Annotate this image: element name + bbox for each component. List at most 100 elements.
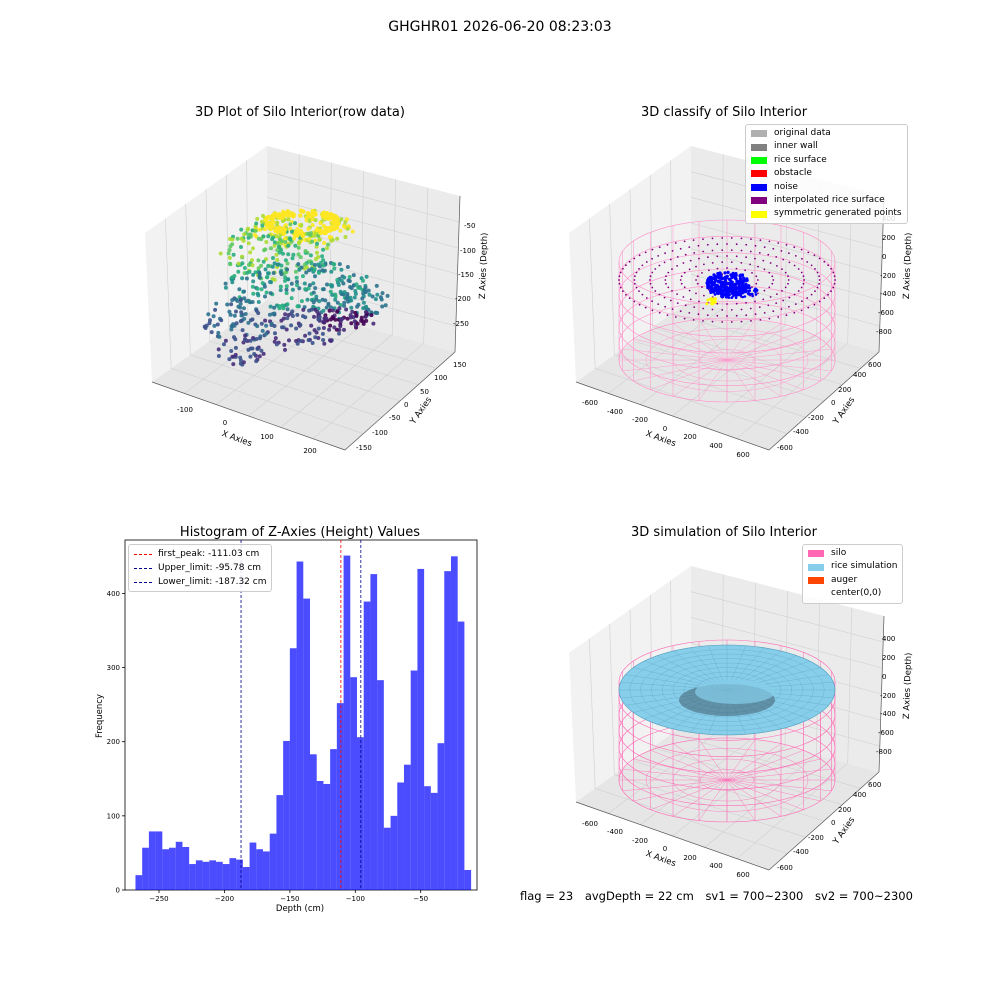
noise-point xyxy=(706,283,710,287)
scatter-point xyxy=(250,263,255,268)
interpolated-point xyxy=(622,267,624,270)
scatter-point xyxy=(332,266,337,271)
histogram-title: Histogram of Z-Axies (Height) Values xyxy=(180,525,420,540)
interpolated-point xyxy=(634,282,636,285)
classify-ztick: -200 xyxy=(880,272,896,280)
scatter-point xyxy=(339,267,344,272)
interpolated-point xyxy=(801,300,803,303)
interpolated-point xyxy=(823,260,826,263)
interpolated-point xyxy=(695,265,697,268)
scatter-point xyxy=(343,235,348,239)
interpolated-point xyxy=(781,290,783,292)
scatter-point xyxy=(251,246,255,251)
scatter-point xyxy=(279,248,284,252)
x-tick-label: −150 xyxy=(280,895,299,903)
scatter-point xyxy=(264,331,269,336)
raw-xtick: 200 xyxy=(303,447,316,455)
scatter-point xyxy=(236,304,241,309)
symmetric-point xyxy=(711,302,715,306)
scatter-point xyxy=(266,264,271,268)
grid-line xyxy=(609,203,615,355)
interpolated-point xyxy=(834,279,836,281)
scatter-point xyxy=(339,217,344,222)
scatter-point xyxy=(250,284,255,289)
scatter-point xyxy=(284,287,289,292)
interpolated-point xyxy=(787,279,790,281)
simulation-ztick: -600 xyxy=(878,729,894,737)
interpolated-point xyxy=(740,320,743,323)
scatter-point xyxy=(286,277,291,282)
simulation-ztick: 0 xyxy=(882,673,886,681)
noise-point xyxy=(747,289,750,293)
scatter-point xyxy=(342,300,347,305)
noise-point xyxy=(754,293,758,296)
interpolated-point xyxy=(833,282,836,285)
x-tick-label: −250 xyxy=(149,895,168,903)
noise-point xyxy=(730,296,733,300)
scatter-point xyxy=(313,212,318,217)
y-tick-label: 200 xyxy=(107,738,120,746)
interpolated-point xyxy=(680,282,683,285)
x-tick-label: −200 xyxy=(215,895,234,903)
scatter-point xyxy=(235,236,240,241)
scatter-point xyxy=(230,275,235,280)
scatter-point xyxy=(213,307,218,312)
scatter-point xyxy=(373,297,378,302)
scatter-point xyxy=(293,269,298,274)
scatter-point xyxy=(204,323,209,328)
scatter-point xyxy=(263,218,268,223)
simulation-xtick: 0 xyxy=(663,845,667,853)
scatter-point xyxy=(359,315,364,320)
scatter-point xyxy=(216,330,221,335)
interpolated-point xyxy=(669,299,672,302)
interpolated-point xyxy=(618,279,620,281)
scatter-point xyxy=(234,321,239,326)
interpolated-point xyxy=(730,249,733,252)
legend-label: auger xyxy=(831,574,858,585)
scatter-point xyxy=(227,357,232,362)
interpolated-point xyxy=(658,246,661,249)
scatter-point xyxy=(321,247,326,252)
scatter-point xyxy=(264,257,268,262)
scatter-point xyxy=(323,225,328,231)
scatter-point xyxy=(321,308,326,313)
scatter-point xyxy=(206,312,211,317)
scatter-point xyxy=(302,262,307,267)
grid-line xyxy=(629,189,634,342)
simulation-ytick: -400 xyxy=(793,848,809,856)
classify-zlabel: Z Axies (Depth) xyxy=(902,232,914,299)
scatter-point xyxy=(239,310,244,315)
scatter-point xyxy=(317,315,322,320)
interpolated-point xyxy=(780,308,783,310)
histogram-bar xyxy=(256,849,264,890)
scatter-point xyxy=(291,236,296,241)
interpolated-point xyxy=(633,257,636,260)
interpolated-point xyxy=(730,309,733,311)
interpolated-point xyxy=(777,316,780,318)
scatter-point xyxy=(341,281,346,286)
scatter-point xyxy=(228,244,233,249)
interpolated-point xyxy=(810,293,813,296)
simulation-ztick: -800 xyxy=(876,748,892,756)
scatter-point xyxy=(361,278,365,283)
legend-entry: noise xyxy=(751,181,902,194)
axis-edge-y xyxy=(344,351,456,451)
interpolated-point xyxy=(788,261,791,264)
histogram-bar xyxy=(182,846,190,890)
interpolated-point xyxy=(750,238,752,241)
interpolated-point xyxy=(769,262,772,264)
interpolated-point xyxy=(695,292,697,295)
classify-xtick: 0 xyxy=(663,425,667,433)
interpolated-point xyxy=(692,319,695,321)
scatter-point xyxy=(313,286,318,291)
scatter-point xyxy=(289,281,294,286)
grid-line xyxy=(736,343,848,439)
scatter-point xyxy=(233,337,238,342)
interpolated-point xyxy=(666,244,669,246)
simulation-ytick: 0 xyxy=(831,819,835,827)
raw-ytick: -50 xyxy=(389,414,400,422)
scatter-point xyxy=(247,269,252,274)
noise-point xyxy=(731,271,735,275)
interpolated-point xyxy=(749,307,752,310)
interpolated-point xyxy=(716,314,719,317)
